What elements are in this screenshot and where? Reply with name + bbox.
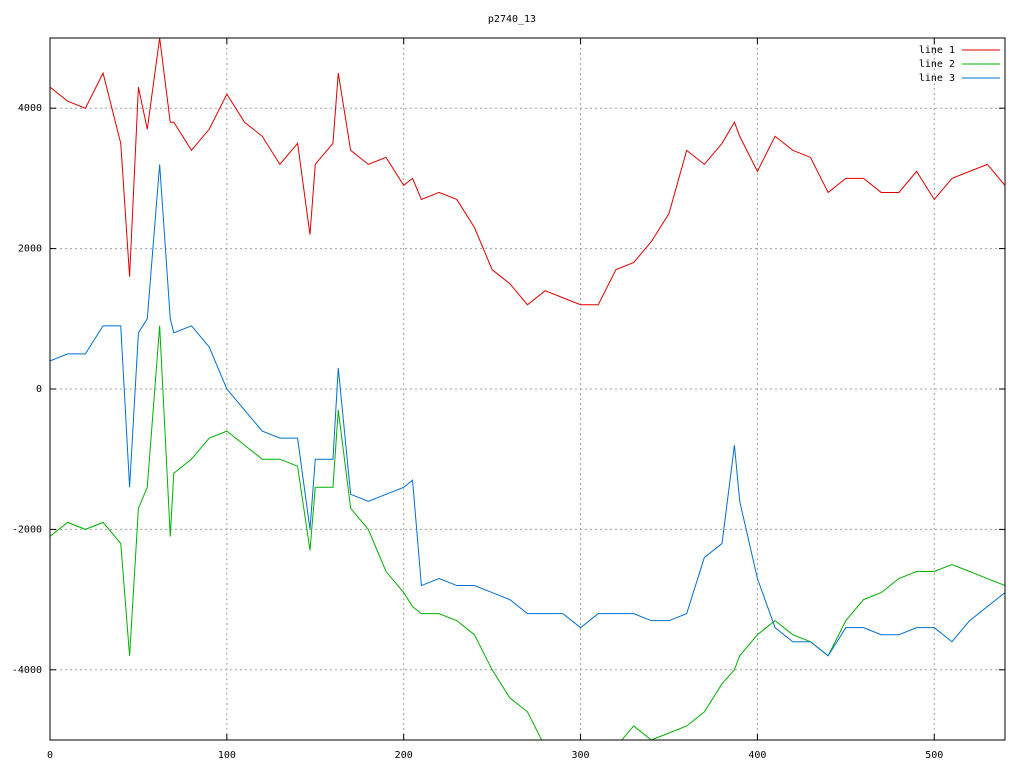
y-tick-label: -4000: [12, 665, 42, 676]
chart-title: p2740_13: [488, 14, 536, 25]
x-tick-label: 0: [47, 750, 53, 761]
plot-area: [50, 38, 1005, 740]
y-tick-label: 2000: [18, 244, 42, 255]
data-line: [50, 38, 1005, 306]
y-tick-label: -2000: [12, 524, 42, 535]
data-line: [50, 164, 1005, 657]
plot-frame: [49, 37, 1006, 741]
x-tick-label: 300: [572, 750, 590, 761]
x-tick-label: 200: [395, 750, 413, 761]
legend-label: line 1: [919, 45, 955, 56]
y-tick-label: 0: [36, 384, 42, 395]
x-tick-label: 100: [218, 750, 236, 761]
x-tick-label: 400: [748, 750, 766, 761]
legend-label: line 2: [919, 59, 955, 70]
y-tick-label: 4000: [18, 103, 42, 114]
x-tick-label: 500: [925, 750, 943, 761]
legend-label: line 3: [919, 73, 955, 84]
